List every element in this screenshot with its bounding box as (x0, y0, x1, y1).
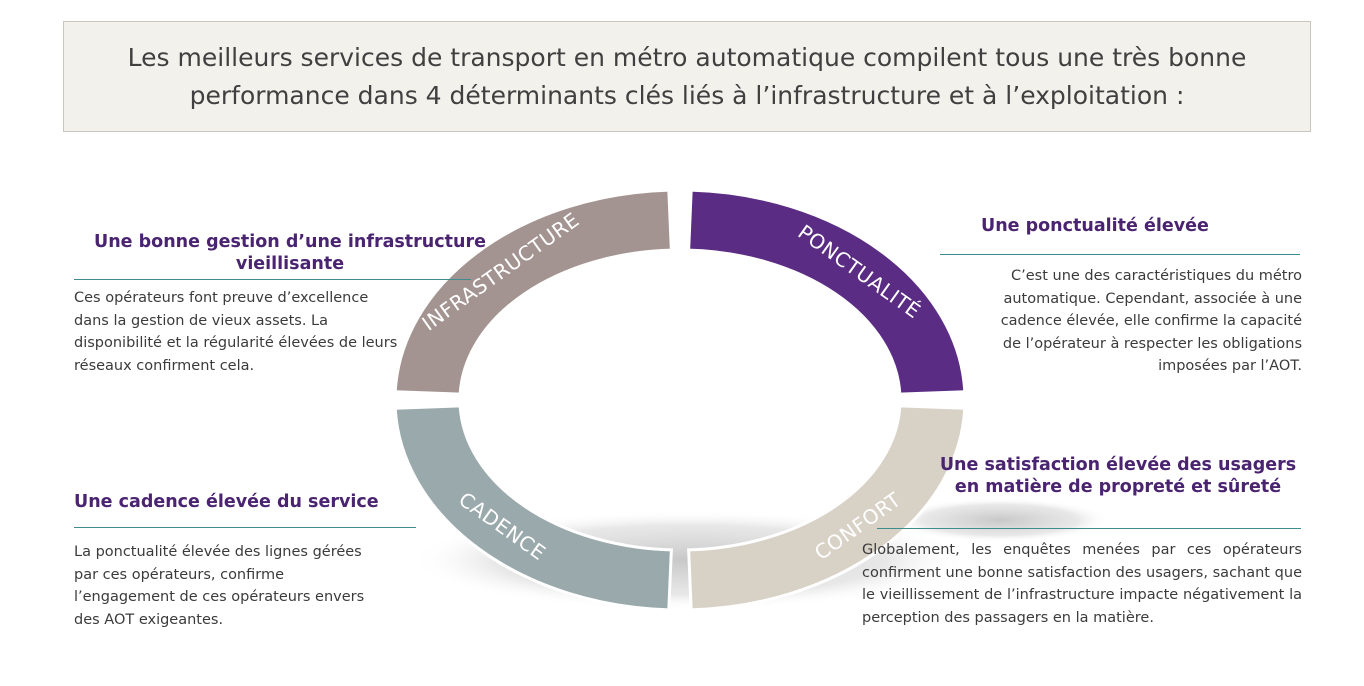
infrastructure-rule (74, 279, 471, 280)
cycle-segment-confort (687, 404, 967, 612)
cycle-segment-ponctualité (687, 188, 967, 396)
ponctualite-heading: Une ponctualité élevée (981, 216, 1209, 236)
ring-shadow-right (890, 498, 1110, 542)
confort-heading: Une satisfaction élevée des usagers en m… (939, 455, 1297, 497)
ponctualite-rule (940, 254, 1300, 255)
cadence-heading: Une cadence élevée du service (74, 492, 379, 512)
ponctualite-text: C’est une des caractéristiques du métro … (1000, 268, 1302, 374)
cycle-segment-infrastructure (393, 188, 673, 396)
confort-rule (877, 528, 1301, 529)
infrastructure-text: Ces opérateurs font preuve d’excellence … (74, 290, 398, 374)
infrastructure-heading: Une bonne gestion d’une infrastructure v… (94, 232, 486, 274)
cadence-text: La ponctualité élevée des lignes gérées … (74, 544, 365, 628)
header-banner: Les meilleurs services de transport en m… (63, 21, 1311, 132)
cycle-segment-cadence (393, 404, 673, 612)
confort-text: Globalement, les enquêtes menées par ces… (862, 542, 1302, 626)
cadence-rule (74, 527, 416, 528)
page-title: Les meilleurs services de transport en m… (127, 42, 1247, 110)
